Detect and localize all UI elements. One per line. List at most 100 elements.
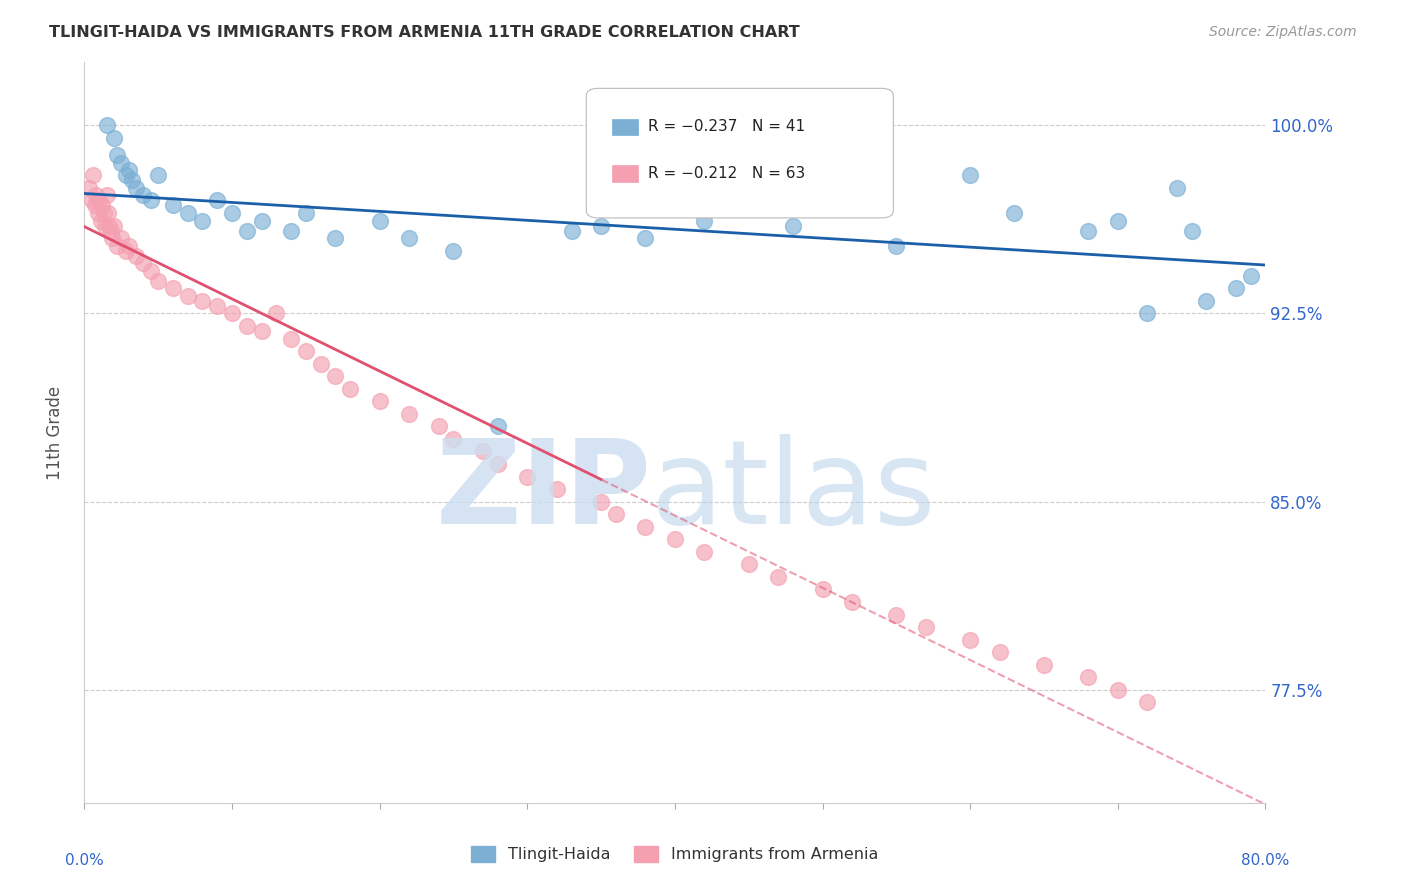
Point [118,238,141,252]
Point [236,318,259,333]
Point [103,130,125,145]
Text: 0.0%: 0.0% [65,853,104,868]
FancyBboxPatch shape [612,165,638,182]
Point [105,238,128,252]
Point [1077,224,1099,238]
Point [82,169,104,183]
Point [148,169,170,183]
Point [591,494,613,508]
Point [103,219,125,233]
Point [1004,206,1026,220]
Point [96,188,118,202]
Point [114,169,136,183]
Point [738,558,761,572]
Point [77,181,100,195]
Point [959,169,981,183]
Text: R = −0.237   N = 41: R = −0.237 N = 41 [648,120,804,135]
Point [110,231,132,245]
Point [139,264,162,278]
Y-axis label: 11th Grade: 11th Grade [45,385,63,480]
FancyBboxPatch shape [586,88,893,218]
Point [98,219,121,233]
Point [634,520,657,534]
Point [177,289,200,303]
Text: 80.0%: 80.0% [1241,853,1289,868]
Point [177,206,200,220]
Legend: Tlingit-Haida, Immigrants from Armenia: Tlingit-Haida, Immigrants from Armenia [465,839,884,869]
Point [207,299,229,313]
Point [1107,682,1129,697]
Point [368,394,391,409]
Point [125,249,148,263]
Point [101,231,124,245]
Text: Source: ZipAtlas.com: Source: ZipAtlas.com [1209,25,1357,39]
Point [472,444,495,458]
Point [886,607,908,622]
Point [93,206,115,220]
Point [561,224,583,238]
Point [86,206,108,220]
Point [132,256,155,270]
Point [664,533,686,547]
Point [132,188,155,202]
Point [221,206,243,220]
Point [148,274,170,288]
Point [398,407,420,421]
Point [97,206,120,220]
Point [1166,181,1188,195]
Point [886,238,908,252]
Point [295,206,318,220]
Point [1195,293,1218,308]
Point [94,219,117,233]
Point [280,224,302,238]
Point [250,324,273,338]
Point [398,231,420,245]
Point [83,198,105,212]
Point [295,344,318,359]
Point [634,231,657,245]
Point [91,198,114,212]
Point [368,213,391,227]
Point [1225,281,1247,295]
Point [959,632,981,647]
Point [1136,306,1159,320]
Point [87,194,111,208]
Point [486,419,509,434]
Point [486,457,509,471]
Point [221,306,243,320]
FancyBboxPatch shape [612,119,638,135]
Point [118,163,141,178]
Point [546,482,568,496]
Point [516,469,538,483]
Point [811,582,834,597]
Point [443,244,465,258]
Point [782,219,804,233]
Point [191,213,214,227]
Point [325,369,347,384]
Point [443,432,465,446]
Text: R = −0.212   N = 63: R = −0.212 N = 63 [648,166,806,181]
Text: ZIP: ZIP [436,434,651,549]
Point [162,281,184,295]
Point [768,570,790,584]
Point [110,156,132,170]
Point [693,213,716,227]
Text: atlas: atlas [651,434,936,549]
Point [280,331,302,345]
Point [1136,695,1159,709]
Point [236,224,259,238]
Point [125,181,148,195]
Point [427,419,450,434]
Point [121,173,143,187]
Point [1077,670,1099,684]
Point [915,620,938,634]
Point [605,507,627,521]
Point [114,244,136,258]
Point [80,194,103,208]
Point [96,118,118,132]
Point [325,231,347,245]
Point [105,148,128,162]
Point [309,357,332,371]
Point [266,306,288,320]
Point [1033,657,1056,672]
